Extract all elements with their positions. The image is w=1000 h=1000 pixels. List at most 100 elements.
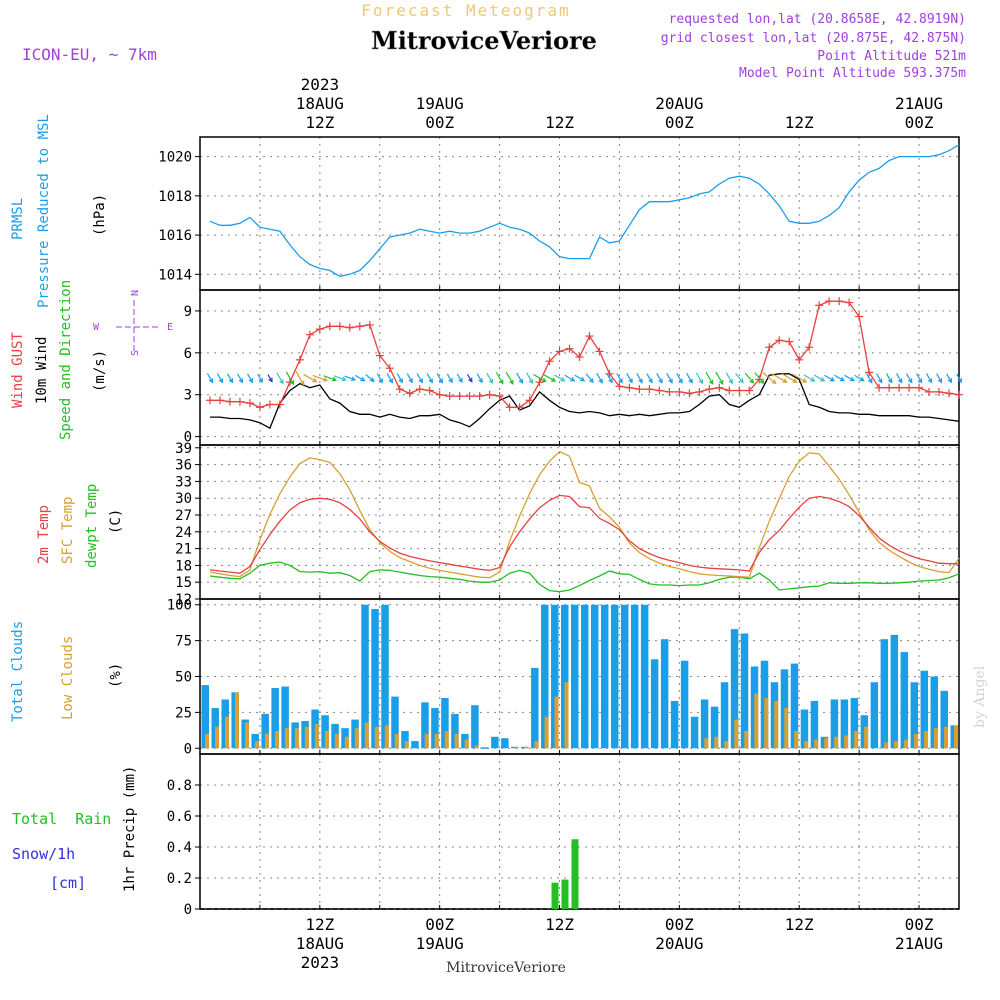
low-cloud-bar [384,725,389,749]
y-tick-label: 6 [184,346,192,362]
y-tick-label: 0 [184,430,192,446]
total-cloud-bar [720,682,729,749]
time-label: 18AUG [296,934,344,953]
low-cloud-bar [234,692,239,749]
series-2m-temp [209,494,959,574]
total-cloud-bar [710,706,719,749]
wind-arrow-head [829,376,836,382]
wind-arrow-head [369,377,375,383]
wind-arrow [676,373,683,383]
wind-arrow [295,371,305,385]
label-c: (C) [108,509,124,534]
total-cloud-bar [840,699,849,749]
wind-arrow-head [708,379,714,385]
time-label: 00Z [425,113,454,132]
wind-arrow [854,374,864,382]
series-10m-wind [210,373,960,430]
time-label: 21AUG [895,934,943,953]
wind-arrow [564,374,575,382]
low-cloud-bar [434,733,439,749]
y-tick-label: 0.6 [167,809,192,825]
low-cloud-bar [394,733,399,749]
low-cloud-bar [794,731,799,749]
low-cloud-bar [444,731,449,749]
wind-arrow [876,373,883,383]
wind-arrow [543,374,556,382]
time-label: 00Z [905,915,934,934]
total-cloud-bar [561,604,569,749]
time-label: 00Z [665,113,694,132]
wind-arrow-head [468,377,473,383]
wind-arrow-head [560,377,566,382]
low-cloud-bar [204,733,209,749]
panel-frame [199,753,960,910]
wind-arrow [585,373,594,383]
label-snow: Snow/1h [12,845,75,863]
wind-arrow-head [688,378,693,384]
total-cloud-bar [261,713,269,749]
low-cloud-bar [514,746,519,749]
y-tick-label: 36 [175,458,192,474]
wind-arrow-head [917,378,923,384]
low-cloud-bar [734,719,739,749]
wind-arrow-head [312,377,318,383]
wind-arrow [813,374,825,382]
y-tick-label: 0.4 [167,840,192,856]
wind-arrow [426,373,433,383]
wind-arrow [646,373,653,383]
wind-arrow-head [859,376,865,382]
wind-arrow-head [897,378,903,384]
wind-arrow [276,372,284,384]
time-label: 00Z [665,915,694,934]
low-cloud-bar [534,741,539,749]
total-cloud-bar [441,698,449,749]
compass-w: W [93,322,100,333]
series-sfc-temp [209,450,960,579]
wind-arrow [744,372,754,384]
wind-arrow-head [331,376,338,382]
station-title: MitroviceVeriore [371,26,597,55]
wind-arrow [946,373,952,383]
label-wind-gust: Wind GUST [10,332,26,408]
low-cloud-bar [264,733,269,749]
total-cloud-bar [850,698,859,749]
wind-arrow [956,373,962,383]
total-cloud-bar [571,604,579,749]
wind-arrow [762,372,777,384]
wind-arrow-head [589,378,594,384]
y-tick-label: 1018 [158,189,192,205]
wind-arrow-head [418,378,423,384]
wind-arrow [446,373,453,383]
panels: 1014101610181020036912151821242730333639… [158,136,963,918]
wind-arrow-head [678,378,683,384]
rain-bar [571,839,579,909]
wind-arrow [895,373,903,383]
total-cloud-bar [910,682,919,749]
wind-arrow-head [388,378,394,384]
wind-arrow-head [268,377,273,383]
supertitle: Forecast Meteogram [361,1,570,20]
low-cloud-bar [714,736,719,749]
total-cloud-bar [411,741,419,749]
wind-arrow-head [360,376,366,382]
y-tick-label: 0.8 [167,778,192,794]
low-cloud-bar [824,738,829,749]
wind-arrow [376,373,383,383]
compass-s: S [130,350,141,356]
wind-arrow [844,374,855,382]
wind-arrow [257,373,263,383]
total-cloud-bar [451,713,459,749]
wind-arrow-head [771,379,777,385]
low-cloud-bar [244,722,249,749]
total-cloud-bar [381,604,389,749]
low-cloud-bar [754,693,759,749]
wind-arrow [416,373,423,383]
gust-markers [205,297,963,412]
label-speed-direction: Speed and Direction [58,280,74,440]
total-cloud-bar [800,709,809,749]
y-tick-label: 12 [175,592,192,608]
total-cloud-bar [700,699,709,749]
wind-arrow-head [718,379,724,385]
